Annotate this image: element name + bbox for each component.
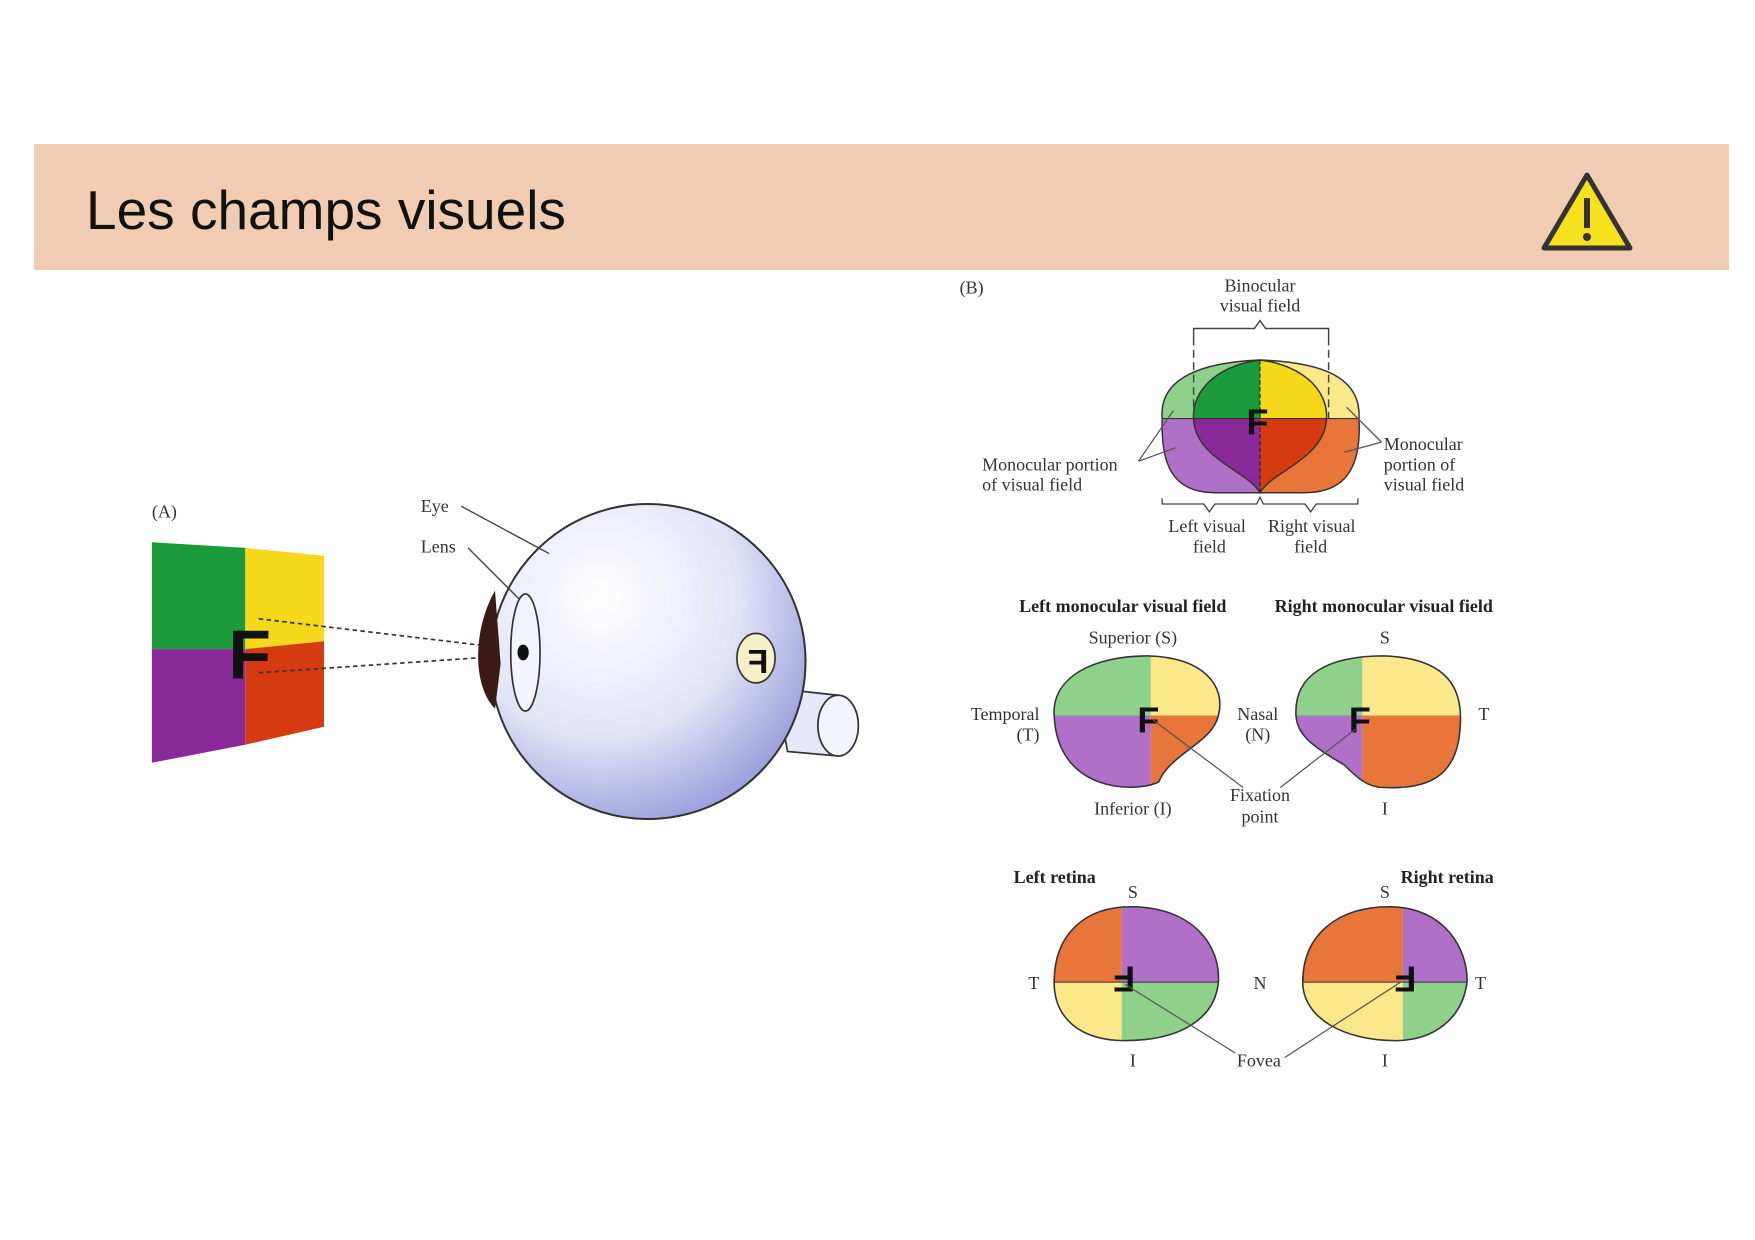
i-label: I <box>1382 799 1388 819</box>
nasal-label: (N) <box>1245 724 1270 745</box>
title-band <box>34 144 1729 270</box>
left-retina-title: Left retina <box>1014 867 1096 887</box>
retinal-image-letter: F <box>748 643 769 681</box>
letter-f: F <box>228 615 271 693</box>
s-label: S <box>1380 882 1390 902</box>
panel-a-label: (A) <box>152 502 177 523</box>
s-label: S <box>1380 628 1390 648</box>
right-monocular-title: Right monocular visual field <box>1275 596 1493 616</box>
inferior-label: Inferior (I) <box>1094 799 1171 820</box>
fixation-point-label: Fixation <box>1230 785 1290 805</box>
inverted-letter-f: F <box>1113 958 1135 999</box>
nasal-label: Nasal <box>1237 704 1278 724</box>
left-visual-field-label: Left visual <box>1168 516 1245 536</box>
monocular-left-label: Monocular portion <box>982 454 1117 474</box>
left-visual-field-label: field <box>1193 536 1226 556</box>
monocular-right-label: portion of <box>1384 454 1456 474</box>
right-visual-field-label: field <box>1294 536 1327 556</box>
panel-b-label: (B) <box>960 278 984 299</box>
left-monocular-title: Left monocular visual field <box>1019 596 1226 616</box>
right-retina-title: Right retina <box>1401 867 1494 887</box>
monocular-right-label: visual field <box>1384 475 1464 495</box>
i-label: I <box>1130 1051 1136 1071</box>
superior-label: Superior (S) <box>1089 628 1178 649</box>
fixation-point-label: point <box>1241 806 1278 826</box>
binocular-label: visual field <box>1220 296 1300 316</box>
eyeball: F <box>478 502 860 821</box>
eye-label: Eye <box>421 496 449 516</box>
t-label: T <box>1478 704 1489 724</box>
inverted-letter-f: F <box>1394 958 1416 999</box>
right-visual-field-label: Right visual <box>1268 516 1356 536</box>
letter-f: F <box>1349 699 1371 740</box>
stimulus-square: F <box>151 542 324 763</box>
i-label: I <box>1382 1051 1388 1071</box>
binocular-label: Binocular <box>1225 275 1296 295</box>
t-label: T <box>1028 973 1039 993</box>
t-label: T <box>1475 973 1486 993</box>
slide-title: Les champs visuels <box>86 179 566 241</box>
right-retina <box>1302 906 1468 1041</box>
n-label: N <box>1254 973 1267 993</box>
temporal-label: (T) <box>1017 724 1040 745</box>
monocular-right-label: Monocular <box>1384 434 1463 454</box>
letter-f: F <box>1247 401 1269 442</box>
lens-label: Lens <box>421 536 456 556</box>
warning-icon <box>1541 172 1633 251</box>
temporal-label: Temporal <box>971 704 1040 724</box>
monocular-left-label: of visual field <box>982 475 1082 495</box>
fovea-label: Fovea <box>1237 1051 1281 1071</box>
s-label: S <box>1128 882 1138 902</box>
letter-f: F <box>1137 699 1159 740</box>
